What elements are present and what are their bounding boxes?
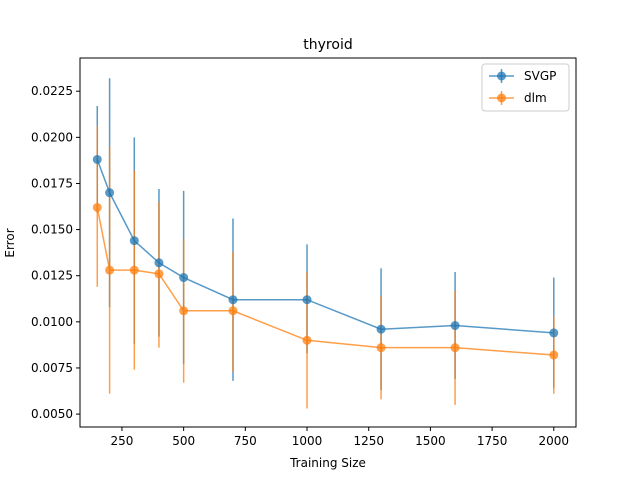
- x-tick-label: 2000: [539, 434, 570, 448]
- y-axis-label: Error: [3, 228, 17, 257]
- data-point-svgp: [129, 236, 139, 246]
- data-point-dlm: [92, 202, 102, 212]
- plot-frame: [79, 57, 577, 428]
- series-lines: [96, 159, 554, 356]
- data-point-dlm: [129, 265, 139, 275]
- y-tick-label: 0.0150: [31, 223, 73, 237]
- data-point-svgp: [549, 328, 559, 338]
- data-point-dlm: [376, 343, 386, 353]
- x-tick-label: 1000: [292, 434, 323, 448]
- x-tick-label: 1500: [415, 434, 446, 448]
- series-line-dlm: [96, 207, 554, 356]
- legend: SVGP dlm: [481, 63, 570, 112]
- x-axis-ticks: 250 500 750 1000 1250 1500 1750 2000: [110, 427, 569, 448]
- legend-dlm-label: dlm: [524, 91, 547, 105]
- data-point-svgp: [92, 154, 102, 164]
- legend-entry-dlm: dlm: [489, 91, 547, 105]
- y-tick-label: 0.0200: [31, 130, 73, 144]
- data-point-dlm: [154, 269, 164, 279]
- x-tick-label: 500: [172, 434, 195, 448]
- y-tick-label: 0.0050: [31, 407, 73, 421]
- x-tick-label: 250: [110, 434, 133, 448]
- legend-svgp-marker: [497, 71, 506, 81]
- plot-area: [80, 58, 576, 427]
- data-point-svgp: [105, 188, 115, 198]
- data-point-svgp: [154, 258, 164, 268]
- chart-title: thyroid: [303, 37, 352, 53]
- data-point-svgp: [179, 273, 189, 283]
- legend-entry-svgp: SVGP: [489, 69, 556, 83]
- data-point-dlm: [228, 306, 238, 316]
- y-tick-label: 0.0100: [31, 315, 73, 329]
- x-tick-label: 750: [234, 434, 257, 448]
- data-point-dlm: [179, 306, 189, 316]
- x-tick-label: 1750: [477, 434, 508, 448]
- data-point-svgp: [450, 321, 460, 331]
- y-axis-ticks: 0.0050 0.0075 0.0100 0.0125 0.0150 0.0175 0.02…: [31, 84, 80, 421]
- y-tick-label: 0.0225: [31, 84, 73, 98]
- data-point-svgp: [376, 324, 386, 334]
- data-point-dlm: [302, 335, 312, 345]
- data-point-dlm: [549, 350, 559, 360]
- y-tick-label: 0.0125: [31, 269, 73, 283]
- legend-svgp-label: SVGP: [524, 69, 556, 83]
- y-tick-label: 0.0075: [31, 361, 73, 375]
- y-tick-label: 0.0175: [31, 176, 73, 190]
- data-point-dlm: [450, 343, 460, 353]
- x-axis-label: Training Size: [289, 456, 366, 470]
- series-markers: [92, 154, 559, 360]
- legend-dlm-marker: [497, 93, 506, 103]
- data-point-dlm: [105, 265, 115, 275]
- data-point-svgp: [302, 295, 312, 305]
- x-tick-label: 1250: [353, 434, 384, 448]
- series-line-svgp: [96, 159, 554, 334]
- data-point-svgp: [228, 295, 238, 305]
